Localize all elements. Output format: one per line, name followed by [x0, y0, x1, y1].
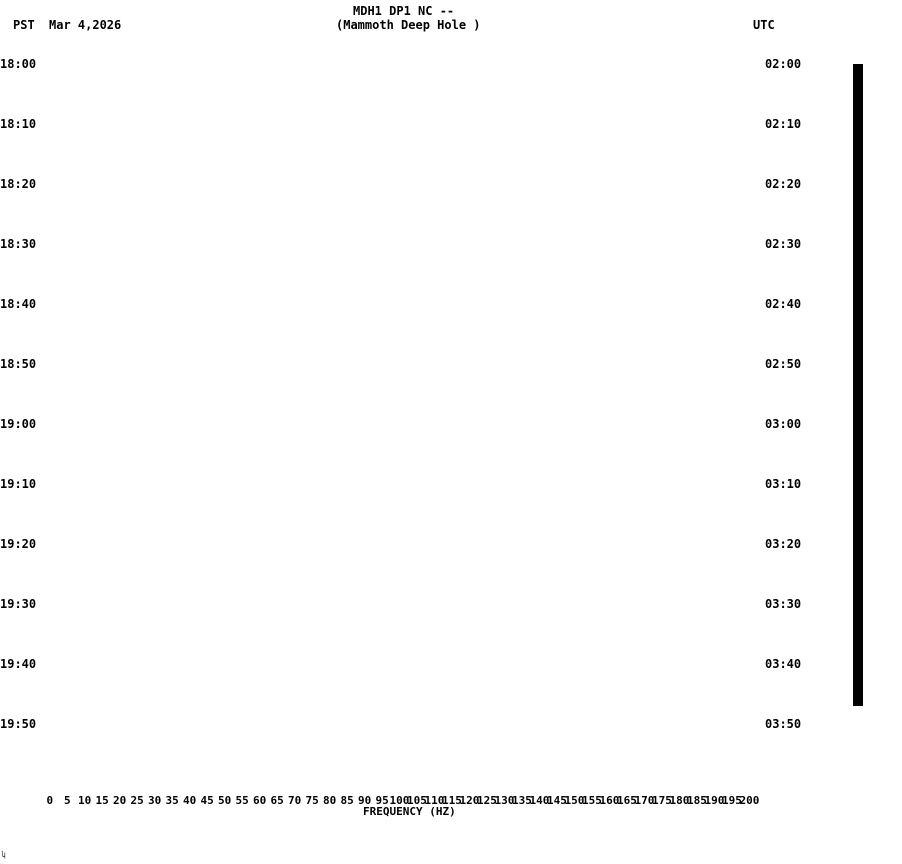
x-tick-label: 10 [78, 794, 92, 807]
x-tick-label: 25 [130, 794, 144, 807]
y-tick-label-right: 03:10 [765, 477, 802, 491]
x-tick-label: 190 [704, 794, 725, 807]
x-tick-label: 185 [687, 794, 707, 807]
x-tick-label: 35 [165, 794, 179, 807]
x-tick-label: 80 [323, 794, 337, 807]
y-tick-label-right: 02:30 [765, 237, 802, 251]
y-tick-label-left: 18:20 [0, 177, 37, 191]
y-tick-label-left: 18:40 [0, 297, 37, 311]
x-tick-label: 65 [270, 794, 284, 807]
x-tick-label: 175 [652, 794, 672, 807]
x-tick-label: 170 [634, 794, 655, 807]
y-tick-label-right: 03:50 [765, 717, 802, 731]
x-tick-label: 40 [183, 794, 197, 807]
x-tick-label: 60 [253, 794, 267, 807]
x-tick-label: 120 [459, 794, 480, 807]
y-tick-label-right: 02:00 [765, 57, 802, 71]
x-tick-label: 105 [407, 794, 427, 807]
x-tick-label: 70 [288, 794, 302, 807]
y-tick-label-right: 03:40 [765, 657, 802, 671]
x-tick-label: 165 [617, 794, 637, 807]
y-tick-label-left: 18:50 [0, 357, 37, 371]
y-tick-label-left: 19:00 [0, 417, 37, 431]
y-tick-label-right: 02:50 [765, 357, 802, 371]
y-tick-label-right: 02:10 [765, 117, 802, 131]
x-tick-label: 110 [424, 794, 445, 807]
x-tick-label: 75 [305, 794, 319, 807]
x-axis-title: FREQUENCY (HZ) [363, 805, 456, 818]
y-tick-label-left: 19:40 [0, 657, 37, 671]
x-tick-label: 15 [95, 794, 109, 807]
y-tick-label-left: 19:10 [0, 477, 37, 491]
y-tick-label-right: 02:40 [765, 297, 802, 311]
x-tick-label: 55 [235, 794, 249, 807]
y-tick-label-left: 19:50 [0, 717, 37, 731]
x-tick-label: 100 [389, 794, 410, 807]
x-tick-label: 115 [442, 794, 462, 807]
x-tick-label: 50 [218, 794, 232, 807]
x-tick-label: 155 [582, 794, 602, 807]
y-tick-label-right: 03:00 [765, 417, 802, 431]
x-tick-label: 95 [375, 794, 389, 807]
x-tick-label: 30 [148, 794, 162, 807]
y-tick-label-right: 03:20 [765, 537, 802, 551]
x-tick-label: 125 [477, 794, 497, 807]
y-tick-label-left: 18:30 [0, 237, 37, 251]
y-tick-label-left: 18:00 [0, 57, 37, 71]
x-tick-label: 20 [113, 794, 127, 807]
x-tick-label: 90 [358, 794, 372, 807]
x-tick-label: 85 [340, 794, 354, 807]
x-tick-label: 145 [547, 794, 567, 807]
x-tick-label: 130 [494, 794, 515, 807]
y-tick-label-right: 02:20 [765, 177, 802, 191]
x-tick-label: 140 [529, 794, 550, 807]
x-tick-label: 195 [722, 794, 742, 807]
y-tick-label-left: 19:30 [0, 597, 37, 611]
x-tick-label: 200 [739, 794, 760, 807]
x-tick-label: 45 [200, 794, 214, 807]
x-tick-label: 0 [46, 794, 54, 807]
x-tick-label: 180 [669, 794, 690, 807]
y-tick-label-right: 03:30 [765, 597, 802, 611]
amplitude-scale-bar [853, 64, 863, 706]
x-tick-label: 135 [512, 794, 532, 807]
y-tick-label-left: 19:20 [0, 537, 37, 551]
footer-mark: ʮ [1, 850, 6, 859]
x-tick-label: 150 [564, 794, 585, 807]
x-tick-label: 160 [599, 794, 620, 807]
y-tick-label-left: 18:10 [0, 117, 37, 131]
x-tick-label: 5 [64, 794, 71, 807]
